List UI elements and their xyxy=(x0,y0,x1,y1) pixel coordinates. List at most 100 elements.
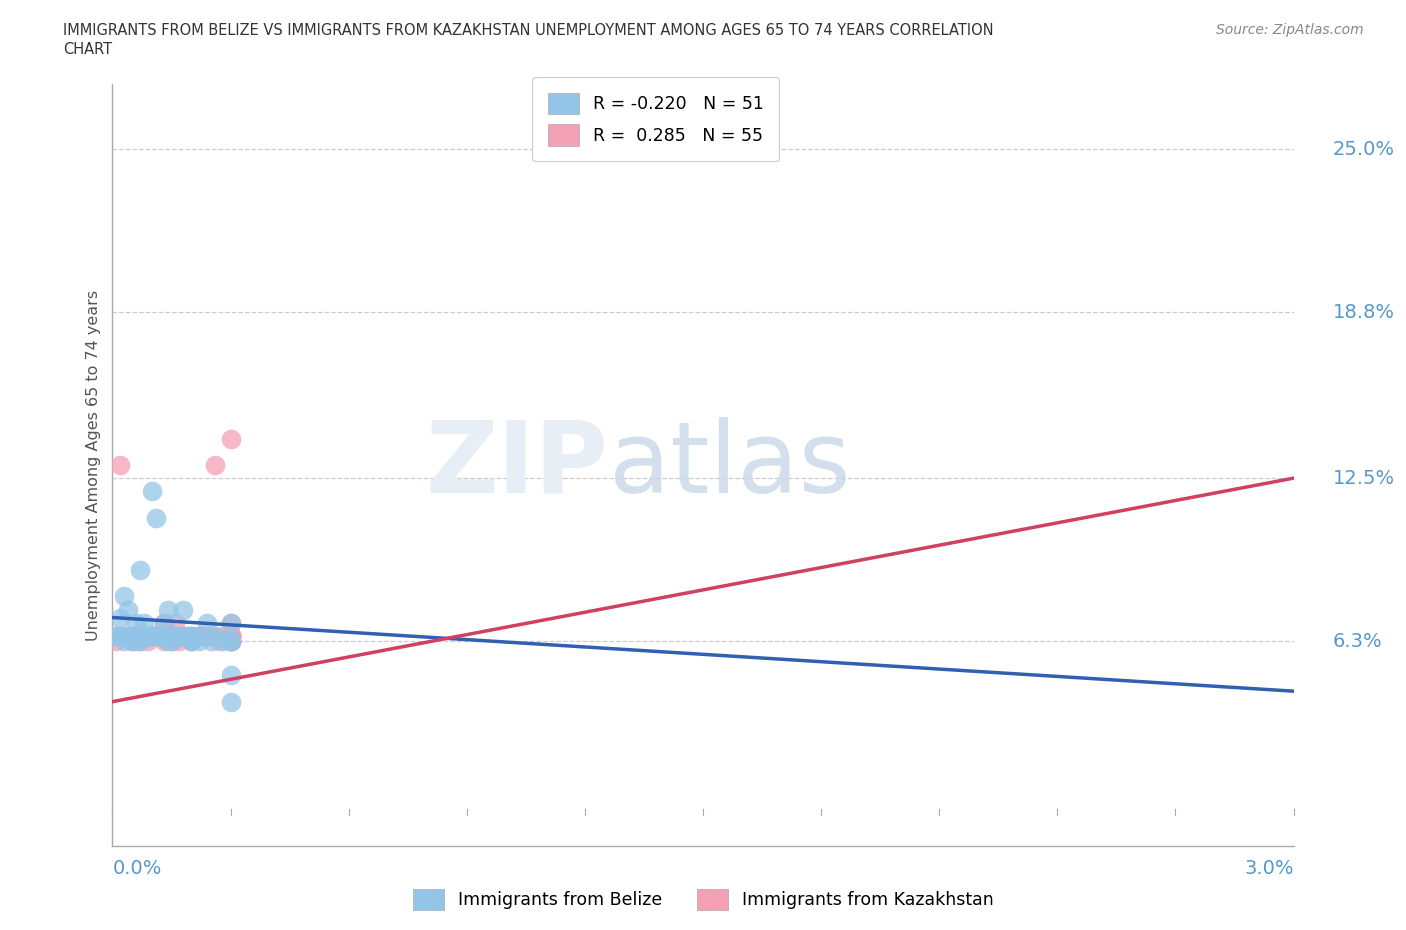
Point xyxy=(136,629,159,644)
Point xyxy=(195,616,218,631)
Point xyxy=(125,633,148,648)
Point xyxy=(219,629,242,644)
Point xyxy=(136,629,159,644)
Point xyxy=(132,616,155,631)
Point xyxy=(156,629,179,644)
Point xyxy=(160,633,183,648)
Point xyxy=(200,629,222,644)
Point xyxy=(219,633,242,648)
Point xyxy=(105,633,128,648)
Point xyxy=(152,633,174,648)
Point xyxy=(204,629,226,644)
Point xyxy=(152,629,174,644)
Point xyxy=(180,633,202,648)
Text: 0.0%: 0.0% xyxy=(112,859,162,879)
Point xyxy=(219,629,242,644)
Text: Source: ZipAtlas.com: Source: ZipAtlas.com xyxy=(1216,23,1364,37)
Point xyxy=(141,484,163,498)
Point xyxy=(132,629,155,644)
Text: 18.8%: 18.8% xyxy=(1333,303,1395,322)
Y-axis label: Unemployment Among Ages 65 to 74 years: Unemployment Among Ages 65 to 74 years xyxy=(86,289,101,641)
Point xyxy=(149,629,172,644)
Text: 25.0%: 25.0% xyxy=(1333,140,1395,159)
Point xyxy=(149,629,172,644)
Text: ZIP: ZIP xyxy=(426,417,609,513)
Point xyxy=(110,458,132,472)
Point xyxy=(219,616,242,631)
Point xyxy=(110,610,132,625)
Point xyxy=(219,629,242,644)
Point xyxy=(117,629,139,644)
Text: 3.0%: 3.0% xyxy=(1244,859,1294,879)
Point xyxy=(176,629,198,644)
Point xyxy=(112,633,135,648)
Point xyxy=(219,633,242,648)
Point xyxy=(132,629,155,644)
Point xyxy=(219,629,242,644)
Point xyxy=(176,629,198,644)
Point xyxy=(219,633,242,648)
Point xyxy=(152,616,174,631)
Point xyxy=(219,633,242,648)
Point xyxy=(219,668,242,683)
Point xyxy=(121,629,143,644)
Point xyxy=(129,633,152,648)
Point xyxy=(169,629,191,644)
Point xyxy=(219,629,242,644)
Point xyxy=(188,633,211,648)
Point xyxy=(180,633,202,648)
Point xyxy=(105,629,128,644)
Point xyxy=(105,629,128,644)
Point xyxy=(136,633,159,648)
Point xyxy=(211,633,233,648)
Point xyxy=(188,629,211,644)
Text: atlas: atlas xyxy=(609,417,851,513)
Point xyxy=(156,603,179,618)
Text: 12.5%: 12.5% xyxy=(1333,469,1395,487)
Point xyxy=(121,633,143,648)
Point xyxy=(208,633,231,648)
Point xyxy=(160,629,183,644)
Point xyxy=(141,629,163,644)
Point xyxy=(180,633,202,648)
Point xyxy=(219,616,242,631)
Point xyxy=(129,633,152,648)
Point xyxy=(110,629,132,644)
Point xyxy=(219,629,242,644)
Point xyxy=(121,633,143,648)
Text: IMMIGRANTS FROM BELIZE VS IMMIGRANTS FROM KAZAKHSTAN UNEMPLOYMENT AMONG AGES 65 : IMMIGRANTS FROM BELIZE VS IMMIGRANTS FRO… xyxy=(63,23,994,38)
Point xyxy=(172,629,194,644)
Point xyxy=(184,629,207,644)
Point xyxy=(165,629,187,644)
Point xyxy=(219,629,242,644)
Point xyxy=(219,633,242,648)
Point xyxy=(165,629,187,644)
Point xyxy=(195,629,218,644)
Point xyxy=(125,629,148,644)
Legend: R = -0.220   N = 51, R =  0.285   N = 55: R = -0.220 N = 51, R = 0.285 N = 55 xyxy=(531,77,779,161)
Point xyxy=(204,458,226,472)
Point xyxy=(219,629,242,644)
Point xyxy=(219,629,242,644)
Point xyxy=(121,629,143,644)
Point xyxy=(180,629,202,644)
Point xyxy=(169,633,191,648)
Point xyxy=(172,603,194,618)
Point xyxy=(219,629,242,644)
Point xyxy=(219,694,242,709)
Point xyxy=(145,511,167,525)
Point xyxy=(200,629,222,644)
Point xyxy=(165,616,187,631)
Point xyxy=(149,629,172,644)
Point xyxy=(132,629,155,644)
Point xyxy=(156,633,179,648)
Point xyxy=(141,629,163,644)
Point xyxy=(129,563,152,578)
Point xyxy=(219,629,242,644)
Point xyxy=(180,629,202,644)
Point xyxy=(200,633,222,648)
Point xyxy=(152,616,174,631)
Point xyxy=(219,432,242,446)
Text: CHART: CHART xyxy=(63,42,112,57)
Point xyxy=(125,616,148,631)
